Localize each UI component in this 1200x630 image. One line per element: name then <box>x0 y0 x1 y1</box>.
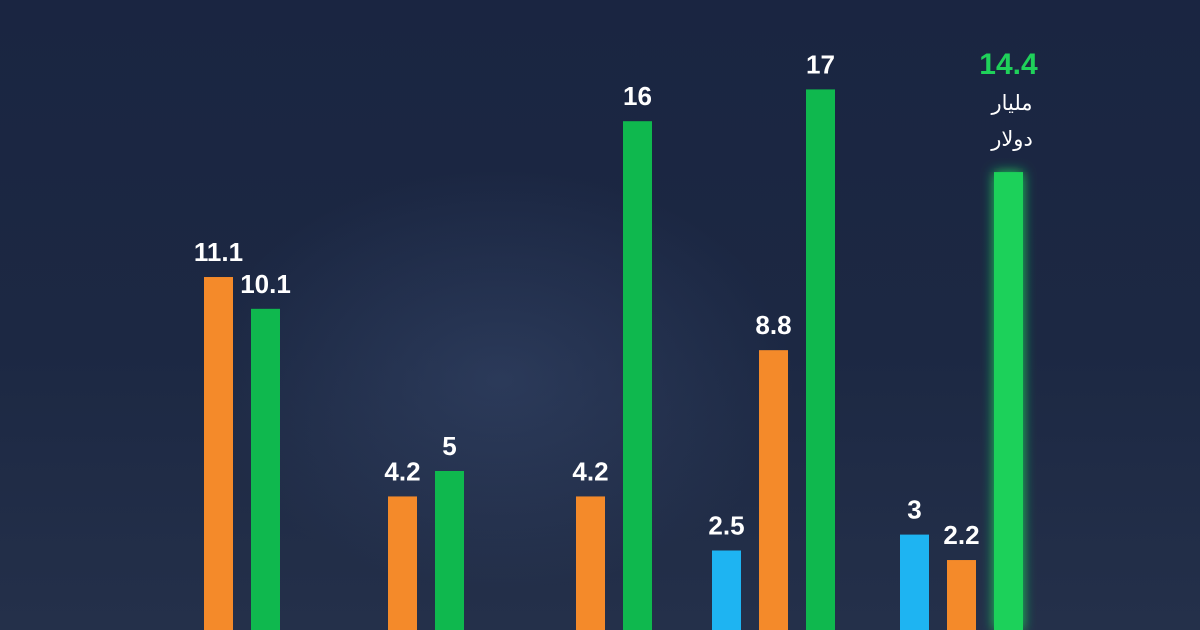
data-label: 8.8 <box>755 310 791 340</box>
data-label: 2.2 <box>943 520 979 550</box>
data-label: 5 <box>442 431 456 461</box>
bar-blue <box>900 534 929 630</box>
bar-green <box>994 172 1023 630</box>
bar-green <box>435 471 464 630</box>
data-label: 3 <box>907 495 921 525</box>
bars-layer <box>204 89 1023 630</box>
bar-orange <box>759 350 788 630</box>
data-label: 17 <box>806 49 835 79</box>
bar-green <box>251 308 280 630</box>
data-label: 16 <box>623 81 652 111</box>
unit-label: مليار <box>990 91 1032 115</box>
data-label: 10.1 <box>240 269 291 299</box>
bar-orange <box>576 496 605 630</box>
bar-orange <box>947 560 976 630</box>
bar-green <box>623 121 652 630</box>
labels-layer: 11.110.1 4.2 5 4.2 16 2.5 8.8 17 3 2.2 14.4 مليار دو… <box>194 48 1038 550</box>
data-label-highlight: 14.4 <box>979 48 1038 81</box>
data-label: 4.2 <box>384 456 420 486</box>
bar-green <box>806 89 835 630</box>
bar-orange <box>204 277 233 630</box>
data-label: 2.5 <box>708 511 744 541</box>
data-label: 4.2 <box>572 456 608 486</box>
bar-orange <box>388 496 417 630</box>
bar-blue <box>712 550 741 630</box>
unit-label: دولار <box>990 127 1033 151</box>
data-label: 11.1 <box>194 237 243 267</box>
